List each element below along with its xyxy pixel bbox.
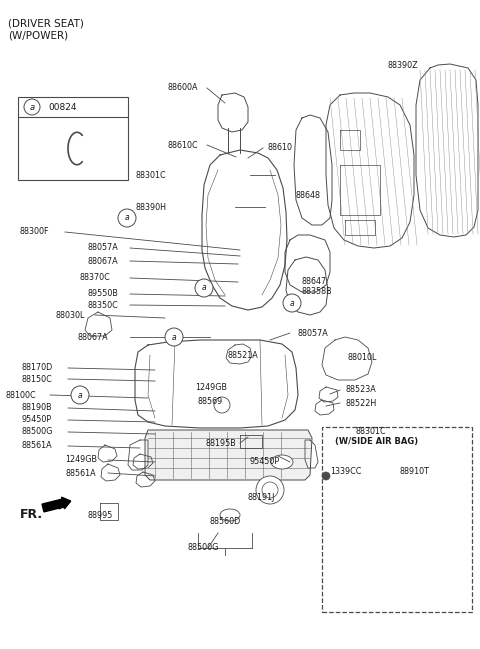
Text: FR.: FR.: [20, 509, 43, 522]
Text: 88057A: 88057A: [88, 243, 119, 252]
Bar: [18, 97, 128, 180]
Circle shape: [322, 472, 330, 480]
Ellipse shape: [220, 509, 240, 521]
Text: (DRIVER SEAT): (DRIVER SEAT): [8, 18, 84, 28]
Text: 88995: 88995: [88, 511, 113, 520]
Circle shape: [214, 397, 230, 413]
Text: 88301C: 88301C: [356, 428, 386, 437]
Text: 88610: 88610: [268, 143, 293, 153]
Circle shape: [165, 328, 183, 346]
Text: 89550B: 89550B: [88, 289, 119, 299]
Text: 88521A: 88521A: [228, 350, 259, 360]
Text: 88300F: 88300F: [20, 228, 49, 236]
Text: 88561A: 88561A: [22, 441, 53, 450]
Text: 88561A: 88561A: [65, 469, 96, 478]
Text: a: a: [172, 332, 176, 341]
Circle shape: [256, 476, 284, 504]
Text: 88647: 88647: [302, 276, 327, 286]
Text: 88522H: 88522H: [346, 398, 377, 408]
Ellipse shape: [271, 455, 293, 469]
FancyArrow shape: [42, 497, 71, 512]
Text: 88610C: 88610C: [168, 140, 199, 149]
Text: 1249GB: 1249GB: [195, 382, 227, 391]
Text: a: a: [78, 391, 82, 400]
Text: 88057A: 88057A: [298, 328, 329, 337]
Text: 1249GB: 1249GB: [65, 456, 97, 465]
Text: 88390H: 88390H: [136, 202, 167, 212]
Text: 88648: 88648: [296, 191, 321, 201]
Text: 88370C: 88370C: [80, 273, 111, 282]
Text: 88910T: 88910T: [400, 467, 430, 476]
Text: 88523A: 88523A: [346, 386, 377, 395]
Circle shape: [262, 482, 278, 498]
Text: 88150C: 88150C: [22, 374, 53, 384]
Text: 88067A: 88067A: [78, 332, 108, 341]
Text: 88350C: 88350C: [88, 300, 119, 310]
Text: 1339CC: 1339CC: [330, 467, 361, 476]
Text: 88600A: 88600A: [168, 84, 199, 93]
Text: 88569: 88569: [198, 397, 223, 406]
Text: 88195B: 88195B: [205, 439, 236, 448]
Text: 95450P: 95450P: [250, 458, 280, 467]
Text: (W/SIDE AIR BAG): (W/SIDE AIR BAG): [335, 437, 418, 446]
Text: 88500G: 88500G: [188, 543, 219, 552]
Circle shape: [24, 99, 40, 115]
Text: 88030L: 88030L: [55, 310, 84, 319]
Polygon shape: [145, 430, 312, 480]
Text: 95450P: 95450P: [22, 415, 52, 424]
Text: 88010L: 88010L: [348, 354, 377, 363]
Text: 88358B: 88358B: [302, 288, 333, 297]
Text: 00824: 00824: [48, 103, 76, 112]
Text: 88100C: 88100C: [5, 391, 36, 400]
Circle shape: [118, 209, 136, 227]
Text: a: a: [125, 214, 129, 223]
Bar: [322, 427, 472, 612]
Text: 88390Z: 88390Z: [388, 62, 419, 71]
Text: a: a: [290, 299, 294, 308]
Text: 88067A: 88067A: [88, 256, 119, 265]
Text: 88170D: 88170D: [22, 363, 53, 373]
Text: a: a: [29, 103, 35, 112]
Circle shape: [195, 279, 213, 297]
Text: 88301C: 88301C: [136, 171, 167, 180]
Text: 88190B: 88190B: [22, 404, 53, 413]
Circle shape: [71, 386, 89, 404]
Text: 88500G: 88500G: [22, 428, 53, 437]
Text: 88560D: 88560D: [210, 517, 241, 526]
Text: a: a: [202, 284, 206, 293]
Text: (W/POWER): (W/POWER): [8, 30, 68, 40]
Circle shape: [283, 294, 301, 312]
Text: 88191J: 88191J: [248, 493, 276, 502]
